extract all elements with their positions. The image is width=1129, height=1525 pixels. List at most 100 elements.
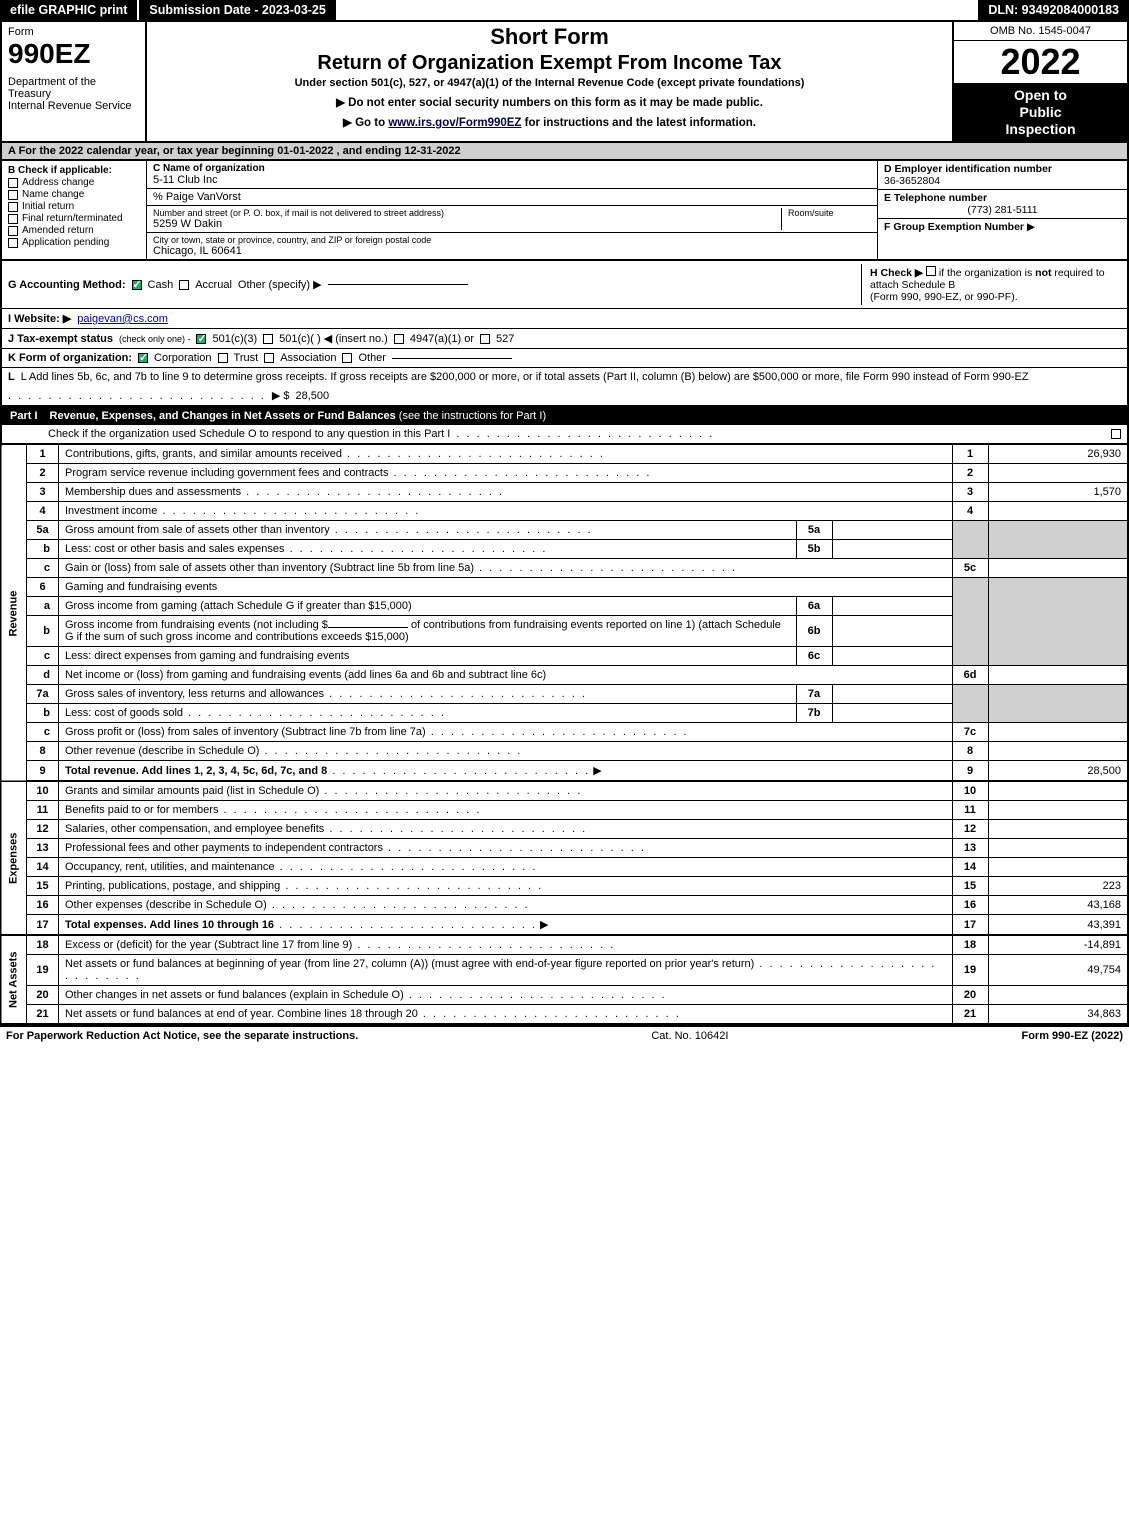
dots-icon	[259, 745, 522, 757]
chk-501c3[interactable]	[196, 334, 206, 344]
g-other-label: Other (specify) ▶	[238, 278, 322, 291]
h-pre: H Check ▶	[870, 267, 923, 279]
chk-h[interactable]	[926, 266, 936, 276]
result-val: 43,168	[988, 896, 1128, 915]
checkbox-icon[interactable]	[8, 214, 18, 224]
checkbox-icon[interactable]	[8, 202, 18, 212]
result-val	[988, 858, 1128, 877]
chk-address-change[interactable]: Address change	[8, 177, 140, 188]
sub-title: Under section 501(c), 527, or 4947(a)(1)…	[153, 77, 946, 89]
result-val: 49,754	[988, 955, 1128, 986]
checkbox-icon[interactable]	[8, 226, 18, 236]
line-desc: Grants and similar amounts paid (list in…	[65, 785, 319, 797]
efile-print-button[interactable]: efile GRAPHIC print	[0, 0, 137, 20]
part-i-title: Revenue, Expenses, and Changes in Net As…	[50, 410, 547, 422]
section-b-checkboxes: B Check if applicable: Address change Na…	[2, 161, 147, 259]
chk-corporation[interactable]	[138, 353, 148, 363]
g-other-input[interactable]	[328, 284, 468, 285]
chk-application-pending[interactable]: Application pending	[8, 237, 140, 248]
section-c-org: C Name of organization 5-11 Club Inc % P…	[147, 161, 877, 259]
chk-trust[interactable]	[218, 353, 228, 363]
lineno: 8	[27, 742, 59, 761]
line-desc: Less: cost of goods sold	[65, 707, 183, 719]
result-no: 9	[952, 761, 988, 782]
dots-icon	[274, 919, 537, 931]
chk-accrual[interactable]	[179, 280, 189, 290]
part-i-title-text: Revenue, Expenses, and Changes in Net As…	[50, 410, 396, 422]
line-desc: Net assets or fund balances at end of ye…	[65, 1008, 418, 1020]
table-row: 14 Occupancy, rent, utilities, and maint…	[1, 858, 1128, 877]
line-desc: Other revenue (describe in Schedule O)	[65, 745, 259, 757]
website-link[interactable]: paigevan@cs.com	[77, 313, 168, 325]
lineno: c	[27, 723, 59, 742]
dots-icon	[342, 448, 605, 460]
chk-label: Initial return	[22, 201, 74, 212]
row-j-status: J Tax-exempt status (check only one) - 5…	[0, 329, 1129, 349]
sub-no: 5b	[796, 540, 832, 559]
chk-initial-return[interactable]: Initial return	[8, 201, 140, 212]
header-right: OMB No. 1545-0047 2022 Open to Public In…	[952, 22, 1127, 141]
block-bcdef: B Check if applicable: Address change Na…	[0, 161, 1129, 261]
lineno: 2	[27, 464, 59, 483]
tax-year: 2022	[954, 41, 1127, 83]
lineno: 19	[27, 955, 59, 986]
j-501c3: 501(c)(3)	[212, 333, 257, 345]
chk-527[interactable]	[480, 334, 490, 344]
checkbox-icon[interactable]	[8, 190, 18, 200]
lineno: b	[27, 540, 59, 559]
lineno: b	[27, 704, 59, 723]
result-no: 17	[952, 915, 988, 936]
arrow-icon: ▶	[1027, 221, 1035, 233]
chk-4947[interactable]	[394, 334, 404, 344]
table-row: 7a Gross sales of inventory, less return…	[1, 685, 1128, 704]
sub-no: 6a	[796, 597, 832, 616]
chk-association[interactable]	[264, 353, 274, 363]
chk-amended-return[interactable]: Amended return	[8, 225, 140, 236]
line-desc: Excess or (deficit) for the year (Subtra…	[65, 939, 352, 951]
chk-name-change[interactable]: Name change	[8, 189, 140, 200]
line-desc: Gain or (loss) from sale of assets other…	[65, 562, 474, 574]
result-val	[988, 820, 1128, 839]
result-val	[988, 464, 1128, 483]
sub-val	[832, 540, 952, 559]
line-desc: Gross profit or (loss) from sales of inv…	[65, 726, 426, 738]
table-row: 3 Membership dues and assessments 3 1,57…	[1, 483, 1128, 502]
result-val	[988, 666, 1128, 685]
result-no: 15	[952, 877, 988, 896]
dots-icon	[388, 467, 651, 479]
table-row: 4 Investment income 4	[1, 502, 1128, 521]
chk-501c[interactable]	[263, 334, 273, 344]
sub-val	[832, 704, 952, 723]
lineno: 3	[27, 483, 59, 502]
checkbox-icon[interactable]	[8, 178, 18, 188]
dots-icon	[324, 823, 587, 835]
amount-input[interactable]	[328, 627, 408, 628]
chk-schedule-o[interactable]	[1111, 429, 1121, 439]
table-row: 16 Other expenses (describe in Schedule …	[1, 896, 1128, 915]
result-val: 223	[988, 877, 1128, 896]
chk-final-return[interactable]: Final return/terminated	[8, 213, 140, 224]
open-to-public: Open to Public Inspection	[954, 83, 1127, 141]
chk-cash[interactable]	[132, 280, 142, 290]
chk-label: Application pending	[22, 237, 109, 248]
line-desc: Gross income from fundraising events (no…	[65, 619, 328, 631]
k-other-input[interactable]	[392, 358, 512, 359]
f-group-label: F Group Exemption Number	[884, 221, 1024, 233]
dln-label: DLN: 93492084000183	[978, 0, 1129, 20]
chk-other[interactable]	[342, 353, 352, 363]
omb-number: OMB No. 1545-0047	[954, 22, 1127, 41]
irs-link[interactable]: www.irs.gov/Form990EZ	[388, 117, 521, 129]
line-desc: Net income or (loss) from gaming and fun…	[65, 669, 546, 681]
footer-form-year: (2022)	[1088, 1030, 1123, 1042]
table-row: 2 Program service revenue including gove…	[1, 464, 1128, 483]
submission-date-button[interactable]: Submission Date - 2023-03-25	[139, 0, 335, 20]
checkbox-icon[interactable]	[8, 238, 18, 248]
result-no: 10	[952, 781, 988, 801]
result-no: 1	[952, 445, 988, 464]
table-row: 19 Net assets or fund balances at beginn…	[1, 955, 1128, 986]
result-val	[988, 839, 1128, 858]
shaded-cell	[988, 521, 1128, 559]
result-no: 6d	[952, 666, 988, 685]
dots-icon	[218, 804, 481, 816]
dots-icon	[157, 505, 420, 517]
